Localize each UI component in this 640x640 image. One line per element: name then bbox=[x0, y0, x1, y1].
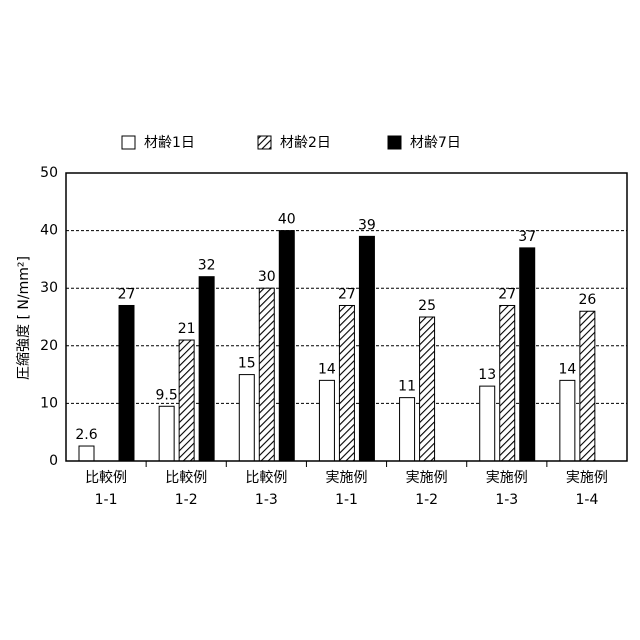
x-tick-label: 実施例 bbox=[406, 470, 448, 486]
data-label: 39 bbox=[358, 217, 376, 233]
legend-swatch bbox=[122, 136, 135, 149]
bar bbox=[480, 386, 495, 461]
bar bbox=[400, 398, 415, 461]
legend-label: 材齢2日 bbox=[280, 135, 331, 151]
y-tick-label: 10 bbox=[40, 395, 58, 411]
data-label: 14 bbox=[558, 361, 576, 377]
data-label: 25 bbox=[418, 298, 436, 314]
data-label: 9.5 bbox=[156, 387, 178, 403]
bar bbox=[239, 375, 254, 461]
data-label: 2.6 bbox=[75, 427, 97, 443]
x-tick-label: 1-2 bbox=[415, 492, 438, 508]
x-tick-label: 比較例 bbox=[165, 470, 207, 486]
x-tick-label: 比較例 bbox=[245, 470, 287, 486]
legend-swatch bbox=[258, 136, 271, 149]
x-tick-label: 実施例 bbox=[486, 470, 528, 486]
bar bbox=[319, 380, 334, 461]
y-tick-label: 40 bbox=[40, 223, 58, 239]
bar bbox=[560, 380, 575, 461]
y-tick-label: 0 bbox=[49, 453, 58, 469]
data-label: 30 bbox=[258, 269, 276, 285]
legend-label: 材齢7日 bbox=[410, 135, 461, 151]
bar bbox=[199, 277, 214, 461]
bar bbox=[259, 288, 274, 461]
x-tick-label: 1-4 bbox=[575, 492, 598, 508]
x-tick-label: 1-2 bbox=[175, 492, 198, 508]
data-label: 27 bbox=[118, 286, 136, 302]
data-label: 40 bbox=[278, 212, 296, 228]
y-axis-label: 圧縮強度 [ N/mm²] bbox=[16, 256, 32, 380]
data-label: 32 bbox=[198, 258, 216, 274]
data-label: 15 bbox=[238, 356, 256, 372]
data-label: 14 bbox=[318, 361, 336, 377]
data-label: 27 bbox=[498, 286, 516, 302]
chart: 圧縮強度 [ N/mm²] 0 10 20 30 40 50 材齢1日 材齢2日 材齢7日比較例… bbox=[0, 0, 640, 640]
bar bbox=[580, 311, 595, 461]
data-label: 21 bbox=[178, 321, 196, 337]
x-tick-label: 1-3 bbox=[495, 492, 518, 508]
bar bbox=[520, 248, 535, 461]
data-label: 37 bbox=[518, 229, 536, 245]
legend-label: 材齢1日 bbox=[144, 135, 195, 151]
bar bbox=[359, 236, 374, 461]
data-label: 27 bbox=[338, 286, 356, 302]
bar bbox=[500, 305, 515, 461]
x-tick-label: 1-1 bbox=[95, 492, 118, 508]
bar bbox=[159, 406, 174, 461]
y-tick-label: 30 bbox=[40, 280, 58, 296]
x-tick-label: 比較例 bbox=[85, 470, 127, 486]
bar bbox=[79, 446, 94, 461]
data-label: 26 bbox=[578, 292, 596, 308]
bar bbox=[279, 231, 294, 461]
y-tick-label: 50 bbox=[40, 165, 58, 181]
x-tick-label: 実施例 bbox=[326, 470, 368, 486]
x-tick-label: 実施例 bbox=[566, 470, 608, 486]
data-label: 11 bbox=[398, 379, 416, 395]
bar bbox=[179, 340, 194, 461]
x-tick-label: 1-1 bbox=[335, 492, 358, 508]
y-tick-label: 20 bbox=[40, 338, 58, 354]
bar bbox=[420, 317, 435, 461]
bar bbox=[119, 305, 134, 461]
x-tick-label: 1-3 bbox=[255, 492, 278, 508]
data-label: 13 bbox=[478, 367, 496, 383]
legend-swatch bbox=[388, 136, 401, 149]
bar bbox=[339, 305, 354, 461]
